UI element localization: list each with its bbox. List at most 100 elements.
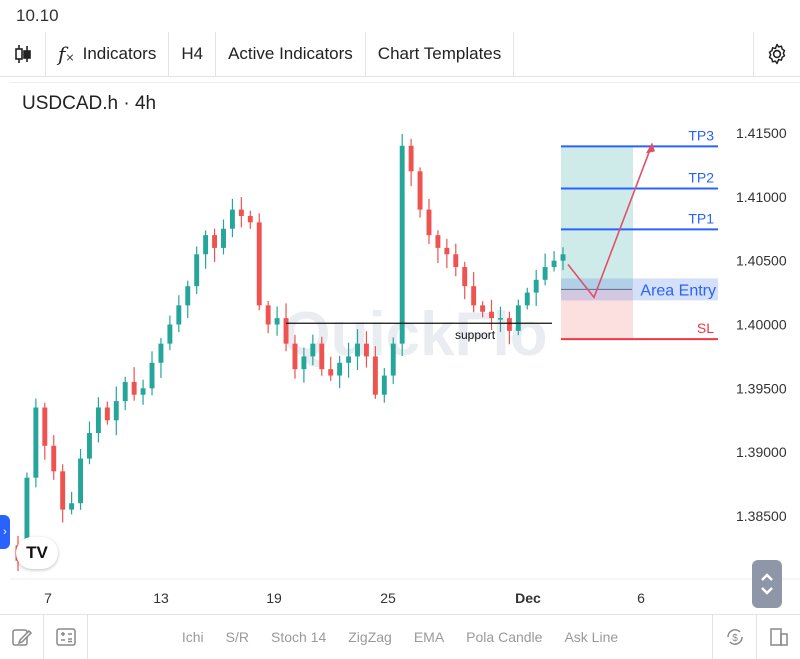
y-tick-label: 1.40000 bbox=[736, 317, 787, 333]
x-tick-label: 7 bbox=[44, 590, 52, 606]
y-tick-label: 1.39500 bbox=[736, 380, 787, 396]
level-label: TP2 bbox=[688, 170, 714, 186]
candle-body bbox=[238, 209, 244, 216]
tradingview-logo[interactable]: TV bbox=[16, 537, 58, 569]
shortcut-ichi[interactable]: Ichi bbox=[181, 629, 204, 645]
candle-body bbox=[310, 343, 316, 357]
price-chart[interactable]: QuickFlo USDCAD.h · 4h support TP3 TP2 TP1 Are… bbox=[10, 83, 800, 615]
watermark-text: QuickFlo bbox=[282, 300, 547, 369]
svg-text:$: $ bbox=[732, 633, 738, 644]
candle-body bbox=[69, 503, 75, 510]
scroll-arrows-button[interactable] bbox=[752, 560, 782, 608]
shortcut-sr[interactable]: S/R bbox=[225, 629, 249, 645]
candle-body bbox=[444, 247, 450, 255]
candle-body bbox=[489, 311, 494, 319]
candle-body bbox=[247, 215, 253, 223]
candle-body bbox=[42, 407, 48, 446]
candle-body bbox=[203, 235, 209, 255]
candle-body bbox=[355, 343, 360, 357]
indicators-label: Indicators bbox=[82, 44, 157, 63]
pencil-note-icon bbox=[11, 629, 32, 646]
candle-body bbox=[274, 318, 280, 325]
top-toolbar: f× Indicators H4 Active Indicators Chart… bbox=[0, 32, 800, 77]
loss-zone bbox=[561, 289, 633, 340]
candle-body bbox=[149, 362, 155, 389]
chart-area[interactable]: QuickFlo USDCAD.h · 4h support TP3 TP2 TP1 Are… bbox=[10, 82, 800, 615]
shortcut-stoch[interactable]: Stoch 14 bbox=[270, 629, 327, 645]
candle-body bbox=[176, 305, 182, 325]
expand-panel-tab[interactable]: › bbox=[0, 515, 10, 549]
candle-body bbox=[104, 407, 110, 421]
shortcut-pola-candle[interactable]: Pola Candle bbox=[466, 629, 543, 645]
shortcut-ask-line[interactable]: Ask Line bbox=[564, 629, 619, 645]
candle-body bbox=[221, 228, 226, 248]
candle-body bbox=[346, 356, 352, 363]
entry-zone bbox=[561, 278, 718, 301]
candle-body bbox=[506, 318, 512, 331]
candle-body bbox=[292, 343, 298, 370]
calculator-button[interactable] bbox=[44, 615, 88, 659]
candle-body bbox=[256, 222, 262, 306]
level-label: TP1 bbox=[688, 210, 714, 226]
candle-body bbox=[372, 356, 378, 395]
candle-body bbox=[167, 324, 173, 344]
shortcut-zigzag[interactable]: ZigZag bbox=[348, 629, 392, 645]
candle-body bbox=[328, 369, 334, 376]
chevron-up-down-icon bbox=[761, 573, 773, 595]
x-tick-label: 25 bbox=[380, 590, 396, 606]
profit-zone bbox=[561, 146, 633, 290]
y-tick-label: 1.39000 bbox=[736, 444, 787, 460]
candle-body bbox=[87, 433, 92, 459]
draw-tool-button[interactable] bbox=[0, 615, 44, 659]
candle-body bbox=[301, 356, 307, 370]
indicator-shortcuts: Ichi S/R Stoch 14 ZigZag EMA Pola Candle… bbox=[88, 629, 712, 645]
candle-body bbox=[533, 279, 539, 293]
candle-body bbox=[265, 305, 271, 325]
candle-body bbox=[113, 401, 119, 421]
candle-body bbox=[363, 343, 369, 357]
candle-body bbox=[319, 343, 325, 370]
candle-body bbox=[515, 305, 521, 331]
candle-body bbox=[417, 171, 423, 210]
candle-body bbox=[33, 407, 39, 478]
candle-body bbox=[140, 388, 146, 395]
candle-body bbox=[212, 235, 218, 248]
candlestick-icon bbox=[14, 45, 31, 63]
candle-body bbox=[337, 362, 343, 376]
currency-refresh-button[interactable]: $ bbox=[712, 615, 756, 659]
candle-body bbox=[426, 209, 432, 236]
y-tick-label: 1.41500 bbox=[736, 125, 787, 141]
candle-body bbox=[542, 267, 548, 280]
entry-label: Area Entry bbox=[640, 282, 716, 299]
candle-body bbox=[390, 343, 396, 376]
candle-body bbox=[60, 471, 66, 510]
candle-body bbox=[462, 267, 468, 287]
candle-body bbox=[560, 254, 566, 261]
candle-body bbox=[480, 305, 486, 312]
candle-body bbox=[229, 209, 235, 229]
candle-body bbox=[95, 407, 101, 434]
bottom-toolbar: Ichi S/R Stoch 14 ZigZag EMA Pola Candle… bbox=[0, 614, 800, 659]
layout-button[interactable] bbox=[756, 615, 800, 659]
candle-body bbox=[471, 286, 477, 306]
x-tick-label: Dec bbox=[515, 590, 541, 606]
candle-body bbox=[78, 458, 83, 504]
settings-button[interactable] bbox=[753, 32, 800, 76]
y-tick-label: 1.38500 bbox=[736, 508, 787, 524]
indicators-button[interactable]: f× Indicators bbox=[46, 32, 170, 76]
x-tick-label: 6 bbox=[637, 590, 645, 606]
chart-templates-button[interactable]: Chart Templates bbox=[366, 32, 515, 76]
candle-body bbox=[381, 375, 387, 395]
candle-body bbox=[24, 477, 30, 561]
candle-body bbox=[408, 145, 414, 172]
candle-body bbox=[524, 292, 530, 306]
candlestick-type-button[interactable] bbox=[0, 32, 46, 76]
active-indicators-button[interactable]: Active Indicators bbox=[216, 32, 366, 76]
dollar-refresh-icon: $ bbox=[726, 629, 743, 645]
projection-arrowhead bbox=[646, 142, 655, 154]
support-label: support bbox=[455, 328, 496, 342]
interval-button[interactable]: H4 bbox=[169, 32, 217, 76]
gear-icon bbox=[768, 43, 786, 65]
layout-icon bbox=[769, 628, 788, 646]
shortcut-ema[interactable]: EMA bbox=[413, 629, 445, 645]
